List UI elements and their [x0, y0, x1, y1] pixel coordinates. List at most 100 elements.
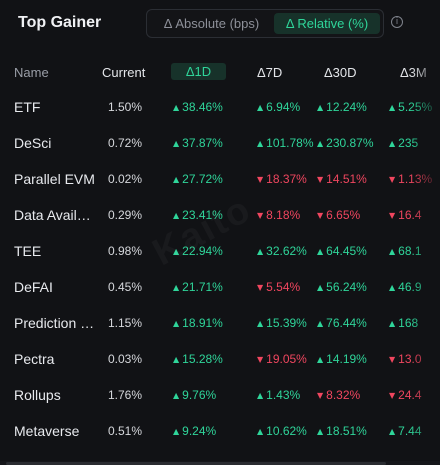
table-row[interactable]: Parallel EVM 0.02% ▲ 27.72% ▼ 18.37% ▼ 14.51% ▼ 1… [0, 162, 440, 198]
row-name: Metaverse [14, 423, 80, 439]
delta-value: 76.44% [326, 316, 367, 330]
column-header-current[interactable]: Current [102, 65, 146, 80]
delta-value: 13.0 [398, 352, 422, 366]
delta-value: 8.18% [266, 208, 301, 222]
row-delta-d7: ▲ 1.43% [257, 388, 300, 402]
down-triangle-icon: ▼ [389, 355, 396, 364]
delta-value: 7.44 [398, 424, 422, 438]
row-delta-d1: ▲ 23.41% [173, 208, 223, 222]
row-delta-d7: ▼ 19.05% [257, 352, 307, 366]
up-triangle-icon: ▲ [257, 391, 264, 400]
up-triangle-icon: ▲ [317, 283, 324, 292]
table-row[interactable]: Prediction Markets1.15%▲18.91%▲15.39%▲76… [0, 306, 440, 342]
row-name: Data Availability [14, 207, 96, 223]
panel-header: Top Gainer Δ Absolute (bps) Δ Relative (… [0, 0, 440, 50]
delta-value: 68.1 [398, 244, 422, 258]
row-delta-d30: ▲ 14.19% [317, 352, 367, 366]
up-triangle-icon: ▲ [257, 427, 264, 436]
row-name: Pectra [14, 351, 55, 367]
row-delta-d7: ▼ 5.54% [257, 280, 300, 294]
delta-value: 10.62% [266, 424, 307, 438]
scrollbar-thumb[interactable] [6, 462, 386, 465]
table-body: ETF 1.50% ▲ 38.46% ▲ 6.94% ▲ 12.24% ▲ 5.25% DeSci 0… [0, 90, 440, 450]
row-current-value: 0.29% [108, 208, 143, 222]
delta-value: 23.41% [182, 208, 223, 222]
up-triangle-icon: ▲ [317, 355, 324, 364]
row-delta-d30: ▲ 12.24% [317, 100, 367, 114]
delta-value: 101.78% [266, 136, 314, 150]
row-delta-m3: ▲ 168 [389, 316, 440, 330]
delta-value: 46.9 [398, 280, 422, 294]
absolute-bps-option[interactable]: Δ Absolute (bps) [163, 16, 260, 31]
up-triangle-icon: ▲ [389, 103, 396, 112]
row-delta-d30: ▼ 14.51% [317, 172, 367, 186]
row-current-value: 1.76% [108, 388, 143, 402]
up-triangle-icon: ▲ [317, 247, 324, 256]
delta-value: 22.94% [182, 244, 223, 258]
column-header-7d[interactable]: Δ7D [257, 65, 283, 80]
row-delta-m3: ▼ 16.4 [389, 208, 440, 222]
table-row[interactable]: ETF 1.50% ▲ 38.46% ▲ 6.94% ▲ 12.24% ▲ 5.25% [0, 90, 440, 126]
column-header-1d[interactable]: Δ1D [171, 63, 226, 80]
delta-mode-toggle: Δ Absolute (bps) Δ Relative (%) [146, 9, 384, 38]
delta-value: 15.28% [182, 352, 223, 366]
delta-value: 14.19% [326, 352, 367, 366]
row-delta-d1: ▲ 15.28% [173, 352, 223, 366]
up-triangle-icon: ▲ [173, 175, 180, 184]
row-delta-d30: ▲ 76.44% [317, 316, 367, 330]
delta-value: 1.43% [266, 388, 301, 402]
down-triangle-icon: ▼ [317, 391, 324, 400]
table-row[interactable]: DeFAI 0.45% ▲ 21.71% ▼ 5.54% ▲ 56.24% ▲ 46.9 [0, 270, 440, 306]
delta-value: 1.13% [398, 172, 433, 186]
row-delta-d1: ▲ 18.91% [173, 316, 223, 330]
down-triangle-icon: ▼ [389, 211, 396, 220]
row-delta-d1: ▲ 22.94% [173, 244, 223, 258]
column-header-30d[interactable]: Δ30D [324, 65, 357, 80]
table-row[interactable]: Metaverse 0.51% ▲ 9.24% ▲ 10.62% ▲ 18.51% ▲ 7.44 [0, 414, 440, 450]
delta-value: 27.72% [182, 172, 223, 186]
up-triangle-icon: ▲ [389, 139, 396, 148]
delta-value: 18.91% [182, 316, 223, 330]
row-current-value: 0.98% [108, 244, 143, 258]
row-delta-m3: ▲ 235 [389, 136, 440, 150]
table-header: Name Current Δ1D Δ7D Δ30D Δ3M [0, 61, 440, 85]
down-triangle-icon: ▼ [317, 211, 324, 220]
row-delta-m3: ▲ 7.44 [389, 424, 440, 438]
delta-value: 6.65% [326, 208, 361, 222]
up-triangle-icon: ▲ [173, 319, 180, 328]
info-icon[interactable]: i [391, 16, 403, 28]
row-delta-d7: ▲ 10.62% [257, 424, 307, 438]
row-delta-d1: ▲ 38.46% [173, 100, 223, 114]
relative-percent-option[interactable]: Δ Relative (%) [274, 13, 380, 34]
up-triangle-icon: ▲ [317, 427, 324, 436]
up-triangle-icon: ▲ [389, 283, 396, 292]
up-triangle-icon: ▲ [389, 319, 396, 328]
column-header-name: Name [14, 65, 49, 80]
row-delta-d7: ▼ 8.18% [257, 208, 300, 222]
delta-value: 37.87% [182, 136, 223, 150]
delta-value: 64.45% [326, 244, 367, 258]
table-row[interactable]: Rollups 1.76% ▲ 9.76% ▲ 1.43% ▼ 8.32% ▼ 24.4 [0, 378, 440, 414]
up-triangle-icon: ▲ [389, 247, 396, 256]
row-name: DeFAI [14, 279, 53, 295]
row-delta-d30: ▼ 8.32% [317, 388, 360, 402]
up-triangle-icon: ▲ [389, 427, 396, 436]
table-row[interactable]: Pectra 0.03% ▲ 15.28% ▼ 19.05% ▲ 14.19% ▼ 13.0 [0, 342, 440, 378]
down-triangle-icon: ▼ [257, 355, 264, 364]
row-current-value: 0.51% [108, 424, 143, 438]
delta-value: 6.94% [266, 100, 301, 114]
table-row[interactable]: DeSci 0.72% ▲ 37.87% ▲ 101.78% ▲ 230.87% ▲ 235 [0, 126, 440, 162]
row-delta-d30: ▼ 6.65% [317, 208, 360, 222]
delta-value: 5.54% [266, 280, 301, 294]
table-row[interactable]: TEE 0.98% ▲ 22.94% ▲ 32.62% ▲ 64.45% ▲ 68.1 [0, 234, 440, 270]
row-current-value: 0.02% [108, 172, 143, 186]
row-current-value: 0.72% [108, 136, 143, 150]
column-header-3m[interactable]: Δ3M [400, 65, 427, 80]
delta-value: 8.32% [326, 388, 361, 402]
up-triangle-icon: ▲ [257, 319, 264, 328]
table-row[interactable]: Data Availability0.29%▲23.41%▼8.18%▼6.65… [0, 198, 440, 234]
row-delta-d1: ▲ 27.72% [173, 172, 223, 186]
horizontal-scrollbar[interactable] [0, 461, 440, 465]
row-delta-m3: ▲ 46.9 [389, 280, 440, 294]
